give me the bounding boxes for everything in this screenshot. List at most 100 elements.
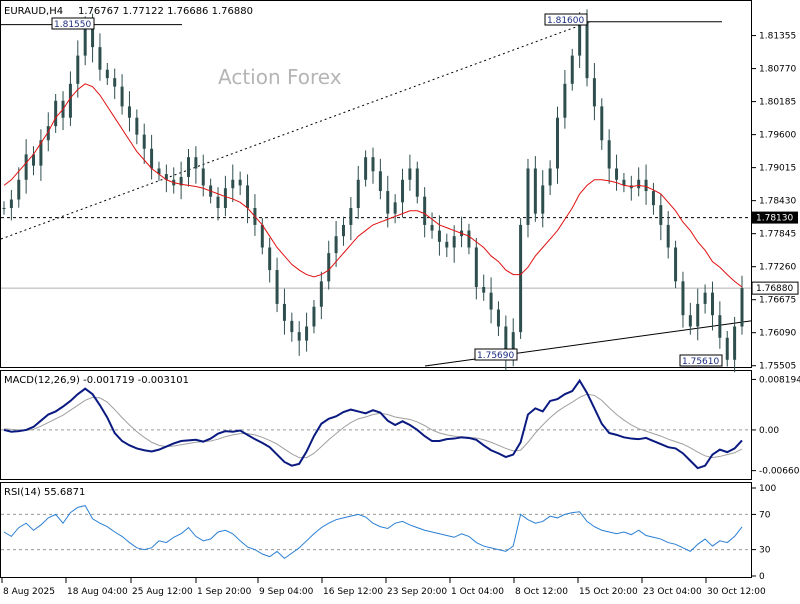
candle-body [467,230,471,248]
candle-body [268,247,272,271]
price-y-tick-label: 1.79015 [759,164,796,174]
candle-body [703,292,707,304]
candle-body [231,179,235,189]
current-price-label: 1.76880 [756,284,793,294]
candle-body [246,185,250,208]
symbol-label: EURAUD,H4 [4,6,63,17]
price-layer: 1.81550 1.81600 1.75690 1.75610 [0,9,752,373]
candle-body [68,83,72,118]
candle-body [615,168,619,180]
candle-body [725,337,729,360]
x-tick-label: 8 Aug 2025 [3,587,55,597]
candle-body [150,148,154,169]
candle-body [164,174,168,180]
x-tick-label: 25 Aug 12:00 [132,587,193,597]
candle-body [312,306,316,327]
candle-body [393,202,397,214]
current-price-box [751,281,799,295]
candle-body [533,168,537,214]
axis-layer: 1.81355 1.80770 1.80185 1.79600 1.79015 1.784… [1,32,800,597]
candle-body [194,157,198,169]
annotation-high-2-box [544,13,588,26]
macd-line [3,378,743,470]
candle-body [541,185,545,214]
candle-body [710,292,714,316]
price-y-tick-label: 1.79600 [759,131,796,141]
candle-body [681,281,685,316]
ohlc-label: 1.76767 1.77122 1.76686 1.76880 [78,6,253,17]
macd-title: MACD(12,26,9) -0.001719 -0.003101 [4,375,189,386]
candle-body [733,326,737,360]
x-tick-label: 30 Oct 12:00 [707,587,766,597]
candle-body [142,134,146,149]
macd-y-tick-label: 0.008194 [759,375,800,385]
level-label: 1.78130 [756,214,793,224]
macd-layer [1,378,751,470]
candle-body [696,303,700,327]
candle-body [334,236,338,254]
rsi-y-tick-label: 0 [759,572,765,582]
candle-body [46,126,50,141]
candle-body [563,83,567,118]
rsi-title: RSI(14) 55.6871 [4,487,85,498]
candle-body [341,224,345,237]
candle-body [216,196,220,208]
x-tick-label: 23 Sep 20:00 [387,587,447,597]
level-label-box [752,211,798,224]
candle-body [105,69,109,79]
candle-body [54,100,58,127]
candle-body [371,157,375,172]
candle-body [83,24,87,56]
candle-body [135,117,139,135]
candle-body [356,179,360,208]
price-y-tick-label: 1.81355 [759,32,796,42]
candle-body [637,179,641,189]
candle-body [496,309,500,327]
x-tick-label: 9 Sep 04:00 [259,587,314,597]
candle-body [548,168,552,186]
price-y-tick-label: 1.77260 [759,263,796,273]
signal-line [3,393,743,459]
candle-body [430,224,434,231]
candle-body [740,288,744,327]
candle-body [674,247,678,282]
candle-body [120,86,124,107]
candle-body [39,140,43,166]
candle-body [423,196,427,225]
candle-body [297,332,301,341]
watermark: Action Forex [218,65,342,89]
x-tick-label: 1 Oct 04:00 [451,587,504,597]
candle-body [489,292,493,310]
candle-body [91,24,95,48]
candle-body [622,179,626,186]
candle-body [201,168,205,186]
x-tick-label: 1 Sep 20:00 [197,587,252,597]
candle-body [32,154,36,166]
candle-body [24,154,28,180]
candle-body [17,179,21,200]
candle-body [644,179,648,192]
candle-body [282,303,286,321]
annotation-low-1: 1.75690 [477,351,514,361]
candle-body [9,199,13,208]
candle-body [401,179,405,203]
candle-body [659,205,663,225]
candle-body [157,168,161,175]
candle-body [474,247,478,287]
candle-body [651,191,655,206]
candle-body [275,270,279,304]
candle-body [688,315,692,327]
x-tick-label: 15 Oct 20:00 [579,587,638,597]
price-y-tick-label: 1.76090 [759,329,796,339]
macd-panel-frame [0,370,752,480]
candle-body [570,55,574,84]
annotation-high-1-box [51,17,95,30]
candle-body [187,157,190,177]
price-y-tick-label: 1.78430 [759,197,796,207]
candle-body [556,117,559,169]
candle-body [452,236,456,248]
candle-body [349,207,353,225]
price-y-tick-label: 1.80770 [759,65,796,75]
